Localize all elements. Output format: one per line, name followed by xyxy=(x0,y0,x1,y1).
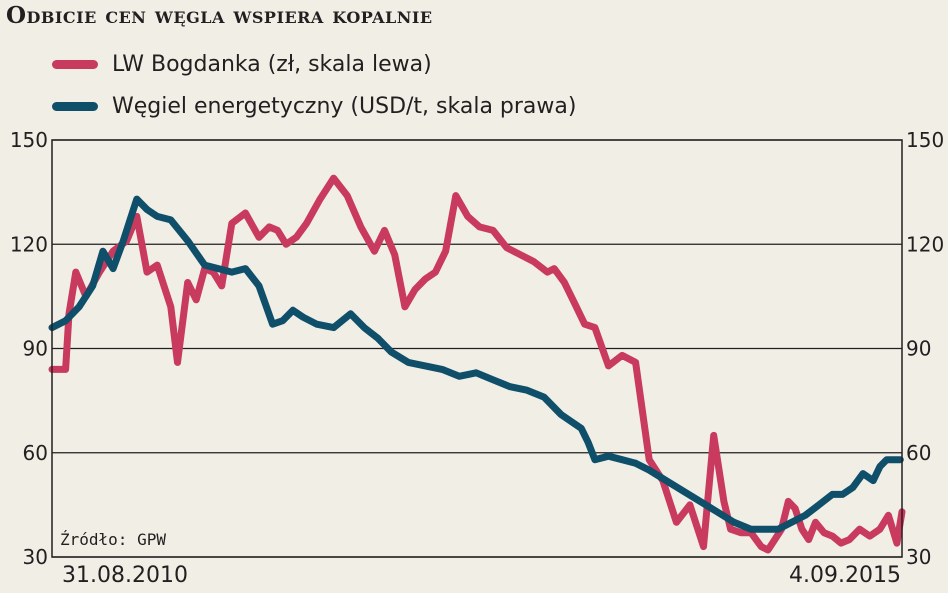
right-tick-label-120: 120 xyxy=(906,232,944,256)
left-axis-ticks: 30 60 90 120 150 xyxy=(10,128,48,569)
legend-label-coal: Węgiel energetyczny (USD/t, skala prawa) xyxy=(112,93,577,119)
legend-label-bogdanka: LW Bogdanka (zł, skala lewa) xyxy=(112,51,432,77)
series-line-bogdanka xyxy=(48,174,906,554)
chart-title: Odbicie cen węgla wspiera kopalnie xyxy=(6,2,433,29)
left-tick-label-30: 30 xyxy=(23,545,48,569)
left-tick-label-120: 120 xyxy=(10,232,48,256)
left-tick-label-60: 60 xyxy=(23,441,48,465)
series-line-coal xyxy=(48,195,904,533)
right-tick-label-90: 90 xyxy=(906,337,931,361)
legend-item-coal: Węgiel energetyczny (USD/t, skala prawa) xyxy=(52,91,576,121)
series-lines xyxy=(48,174,906,554)
right-tick-label-60: 60 xyxy=(906,441,931,465)
plot-frame xyxy=(51,139,903,558)
right-tick-label-30: 30 xyxy=(906,545,931,569)
left-tick-label-90: 90 xyxy=(23,337,48,361)
left-tick-label-150: 150 xyxy=(10,128,48,152)
x-end-label: 4.09.2015 xyxy=(789,563,901,588)
legend-swatch-coal xyxy=(52,101,98,111)
x-start-label: 31.08.2010 xyxy=(62,563,188,588)
source-note: Źródło: GPW xyxy=(60,530,166,549)
right-axis-ticks: 30 60 90 120 150 xyxy=(906,128,944,569)
legend-swatch-bogdanka xyxy=(52,59,98,69)
right-tick-label-150: 150 xyxy=(906,128,944,152)
legend-item-bogdanka: LW Bogdanka (zł, skala lewa) xyxy=(52,49,432,79)
